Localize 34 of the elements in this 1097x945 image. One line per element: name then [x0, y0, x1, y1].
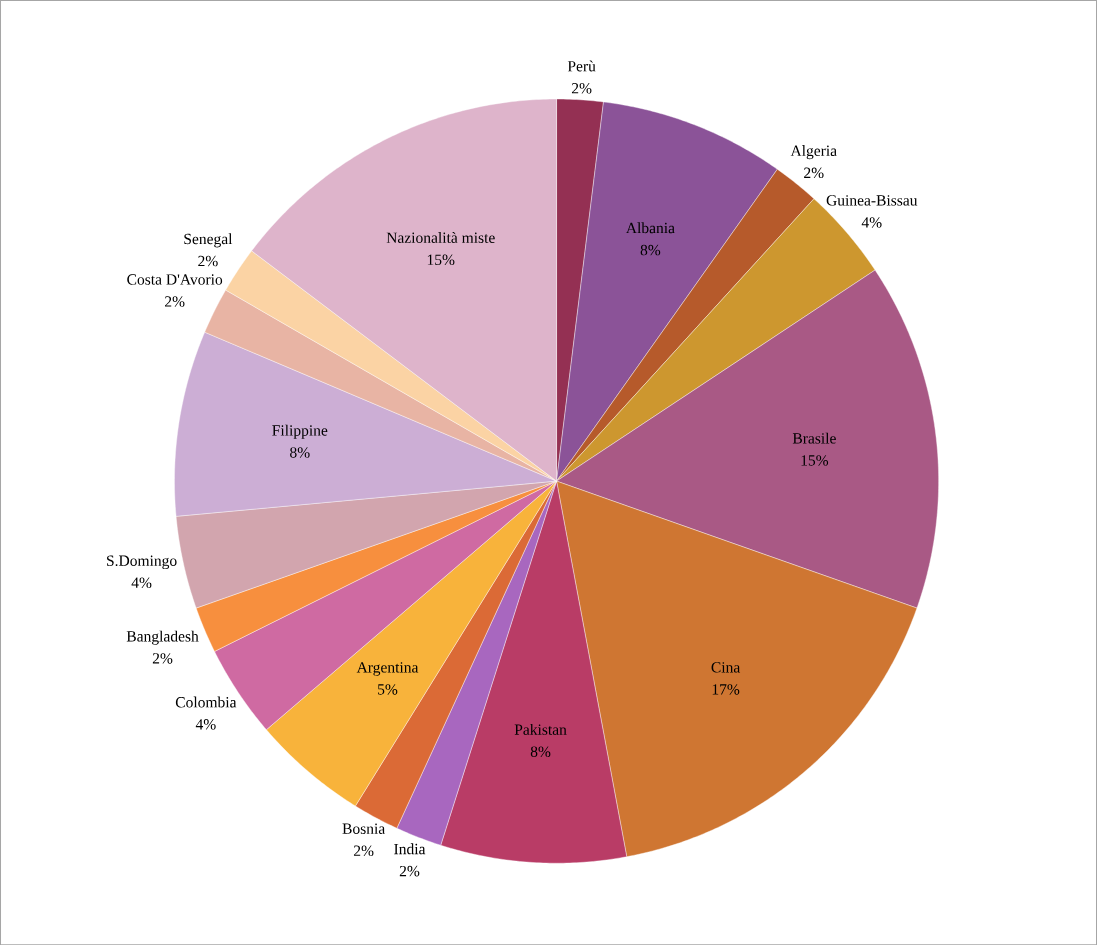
- data-label: 2%: [804, 167, 824, 179]
- slice-label: Bangladesh: [126, 630, 199, 645]
- data-label: 15%: [427, 254, 455, 265]
- slice-label: Perù: [567, 60, 596, 72]
- slice-label: Filippine: [272, 424, 328, 439]
- data-label: 5%: [378, 684, 398, 695]
- slice-label: Costa D'Avorio: [127, 274, 223, 285]
- data-label: 2%: [571, 82, 592, 94]
- slice-label: Guinea-Bissau: [826, 195, 918, 206]
- data-label: 4%: [861, 217, 882, 228]
- slice-label: Argentina: [356, 662, 419, 676]
- slice-label: Albania: [625, 222, 675, 234]
- slice-label: Pakistan: [514, 723, 567, 735]
- data-label: 2%: [353, 845, 374, 856]
- data-label: 2%: [198, 255, 218, 267]
- data-label: 4%: [131, 577, 152, 588]
- data-label: 15%: [801, 455, 829, 466]
- data-label: 8%: [640, 244, 661, 256]
- slice-label: Algeria: [790, 145, 837, 160]
- data-label: 2%: [165, 296, 185, 307]
- slice-label: Bosnia: [342, 823, 385, 834]
- data-label: 8%: [530, 746, 551, 757]
- slice-label: Brasile: [792, 432, 836, 444]
- slice-label: India: [394, 843, 426, 855]
- slice-label: Nazionalità miste: [386, 231, 495, 243]
- data-label: 2%: [152, 653, 173, 664]
- data-label: 8%: [290, 447, 310, 458]
- data-label: 17%: [712, 684, 740, 695]
- slice-label: Senegal: [184, 233, 233, 248]
- data-label: 2%: [399, 865, 420, 877]
- slice-label: Cina: [711, 662, 741, 673]
- slice-label: S.Domingo: [107, 555, 177, 570]
- slice-label: Colombia: [175, 696, 237, 708]
- data-label: 4%: [195, 719, 216, 730]
